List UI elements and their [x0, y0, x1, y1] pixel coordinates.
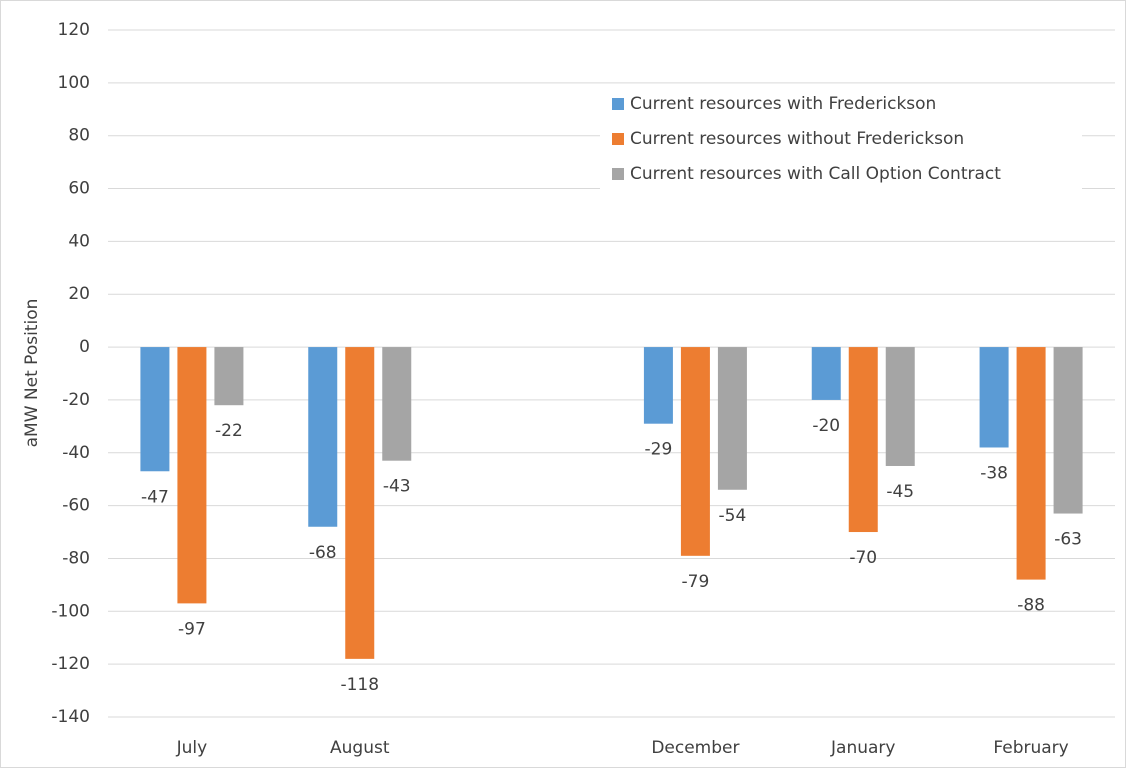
bar: [345, 347, 375, 659]
x-tick-label: December: [651, 738, 739, 758]
y-tick-label: -80: [62, 548, 90, 568]
legend-swatch: [612, 168, 624, 180]
data-label: -63: [1054, 530, 1082, 550]
y-tick-label: 40: [68, 231, 90, 251]
bar: [177, 347, 207, 604]
data-label: -54: [719, 506, 747, 526]
y-tick-label: -140: [51, 707, 90, 727]
bar: [848, 347, 878, 533]
legend-swatch: [612, 98, 624, 110]
data-label: -38: [980, 463, 1008, 483]
y-tick-label: 120: [58, 20, 90, 40]
y-tick-label: 60: [68, 179, 90, 199]
data-label: -20: [812, 416, 840, 436]
legend-label: Current resources without Frederickson: [630, 129, 964, 149]
x-tick-label: July: [176, 738, 208, 758]
data-label: -22: [215, 421, 243, 441]
bar: [1053, 347, 1083, 514]
data-label: -43: [383, 477, 411, 497]
bar: [811, 347, 841, 400]
y-tick-label: -60: [62, 496, 90, 516]
y-tick-label: -120: [51, 654, 90, 674]
data-label: -88: [1017, 596, 1045, 616]
bar: [1016, 347, 1046, 580]
data-label: -29: [645, 440, 673, 460]
legend-label: Current resources with Frederickson: [630, 94, 936, 114]
x-tick-label: January: [830, 738, 895, 758]
bar: [214, 347, 244, 406]
y-tick-label: 100: [58, 73, 90, 93]
y-tick-label: 0: [79, 337, 90, 357]
legend-background: [600, 86, 1082, 192]
bar: [140, 347, 170, 472]
bar: [717, 347, 747, 490]
y-tick-label: -40: [62, 443, 90, 463]
bar: [885, 347, 915, 466]
legend-label: Current resources with Call Option Contr…: [630, 164, 1001, 184]
y-axis-label: aMW Net Position: [22, 299, 42, 448]
data-label: -97: [178, 619, 206, 639]
data-label: -118: [340, 675, 379, 695]
data-label: -79: [682, 572, 710, 592]
y-tick-label: -20: [62, 390, 90, 410]
x-tick-label: August: [330, 738, 390, 758]
data-label: -68: [309, 543, 337, 563]
bar: [643, 347, 673, 424]
y-tick-label: 20: [68, 284, 90, 304]
bar: [382, 347, 412, 461]
y-tick-label: 80: [68, 126, 90, 146]
y-tick-label: -100: [51, 601, 90, 621]
legend-swatch: [612, 133, 624, 145]
bar: [308, 347, 338, 527]
bar: [979, 347, 1009, 448]
bar: [680, 347, 710, 556]
data-label: -70: [849, 548, 877, 568]
data-label: -45: [886, 482, 914, 502]
data-label: -47: [141, 487, 169, 507]
x-tick-label: February: [993, 738, 1068, 758]
